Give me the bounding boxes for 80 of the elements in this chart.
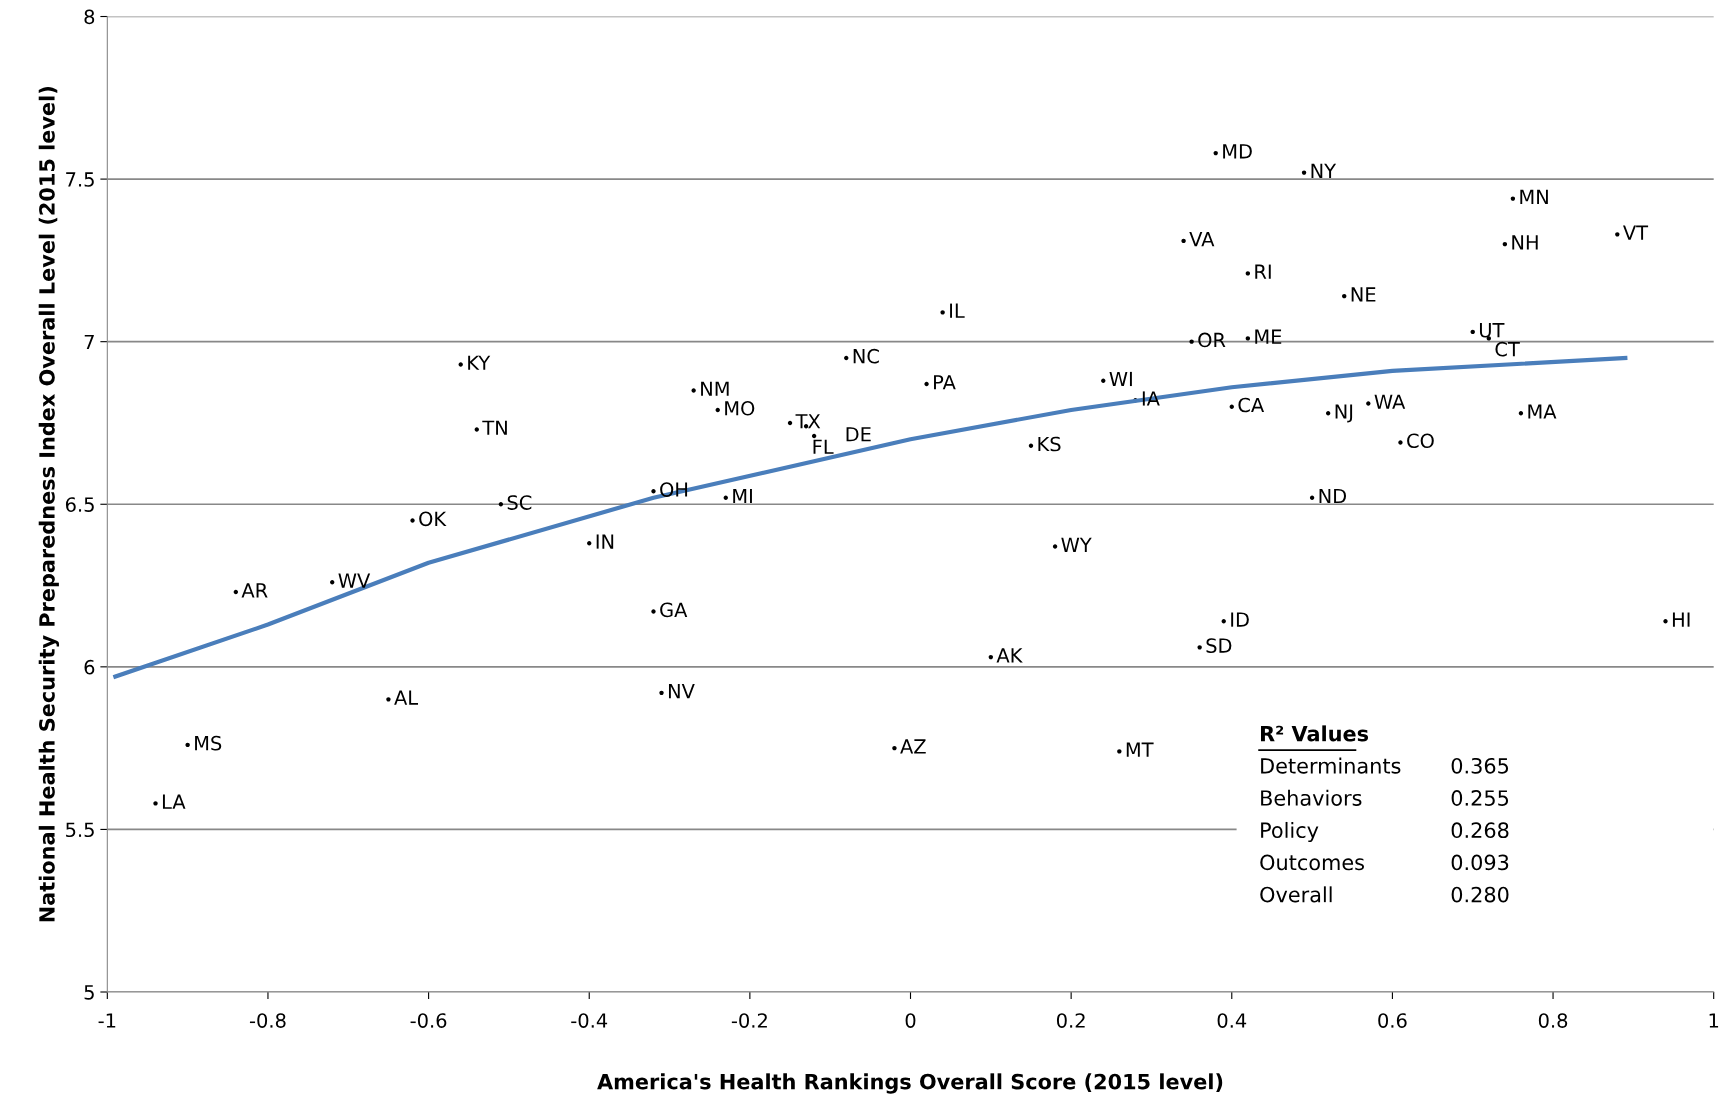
data-label: UT <box>1479 323 1505 338</box>
x-tick-label: -0.6 <box>410 1013 447 1028</box>
data-label: OK <box>419 511 447 527</box>
annotation: 0.093 <box>1451 854 1509 871</box>
y-tick-label: 5 <box>84 985 94 1000</box>
data-label: WY <box>1061 537 1092 552</box>
data-label: AR <box>241 583 268 598</box>
data-label: NH <box>1512 235 1538 250</box>
data-label: GA <box>660 602 688 618</box>
data-label: MA <box>1528 404 1557 419</box>
data-label: CA <box>1238 397 1265 413</box>
data-label: RI <box>1255 264 1271 279</box>
data-label: ME <box>1255 329 1282 344</box>
data-label: NJ <box>1335 404 1353 423</box>
data-label: AK <box>996 648 1023 663</box>
data-label: TX <box>795 414 821 429</box>
data-label: IL <box>950 303 965 318</box>
data-label: NY <box>1311 163 1337 178</box>
annotation: Determinants <box>1261 757 1401 774</box>
data-label: AZ <box>900 739 926 754</box>
x-tick-label: 0 <box>905 1013 916 1028</box>
data-label: DE <box>846 427 871 442</box>
data-label: MO <box>725 400 755 416</box>
data-label: TN <box>482 420 507 435</box>
x-tick-label: 0.4 <box>1217 1013 1247 1028</box>
annotation: 0.280 <box>1451 886 1509 903</box>
data-label: HI <box>1672 612 1690 627</box>
data-label: WI <box>1109 371 1132 387</box>
annotation: 0.255 <box>1451 790 1509 806</box>
annotation: Overall <box>1260 886 1332 903</box>
data-label: MT <box>1126 742 1154 757</box>
x-tick-label: -0.4 <box>571 1013 608 1028</box>
x-tick-label: -0.2 <box>731 1013 767 1028</box>
data-label: LA <box>162 794 186 809</box>
data-label: VA <box>1189 232 1215 247</box>
annotation: 0.365 <box>1451 757 1509 774</box>
x-tick-label: -1 <box>98 1013 116 1028</box>
data-label: KS <box>1038 436 1061 452</box>
data-label: WV <box>338 573 371 588</box>
annotation: R² Values <box>1261 725 1369 742</box>
data-label: CT <box>1495 341 1520 357</box>
data-label: SD <box>1206 638 1232 653</box>
data-label: CO <box>1407 433 1434 449</box>
data-label: OR <box>1198 332 1226 348</box>
data-label: WA <box>1374 394 1406 409</box>
y-tick-label: 6.5 <box>65 497 94 512</box>
data-label: MD <box>1223 144 1252 159</box>
y-tick-label: 7.5 <box>66 172 94 187</box>
data-label: NC <box>853 348 879 364</box>
data-label: PA <box>934 375 956 390</box>
data-label: IA <box>1142 391 1160 406</box>
data-label: ND <box>1319 488 1347 504</box>
x-axis-title: America's Health Rankings Overall Score (2015 level) <box>597 1073 1223 1094</box>
data-label: MI <box>733 488 752 504</box>
x-tick-label: -0.8 <box>249 1013 286 1028</box>
data-label: NV <box>668 684 695 699</box>
y-tick-label: 5.5 <box>66 822 94 838</box>
y-tick-label: 6 <box>84 659 95 675</box>
data-label: MS <box>195 735 222 751</box>
data-label: KY <box>468 355 491 370</box>
data-label: IN <box>596 534 614 549</box>
y-axis-title: National Health Security Preparedness Index Overall Level (2015 level) <box>38 87 60 922</box>
data-label: MN <box>1520 189 1548 204</box>
x-tick-label: 0.6 <box>1378 1013 1407 1028</box>
annotation: Behaviors <box>1261 789 1362 806</box>
x-tick-label: 0.8 <box>1538 1013 1568 1028</box>
data-label: NM <box>701 381 729 396</box>
annotation: 0.268 <box>1451 822 1509 839</box>
data-label: ID <box>1231 612 1249 627</box>
data-label: VT <box>1623 225 1649 240</box>
data-label: SC <box>507 495 532 510</box>
data-label: NE <box>1351 287 1376 302</box>
y-tick-label: 8 <box>84 9 95 25</box>
annotation: Outcomes <box>1260 854 1365 871</box>
annotation: Policy <box>1261 821 1319 843</box>
data-label: AL <box>394 690 419 705</box>
data-label: FL <box>813 439 834 454</box>
x-tick-label: 1 <box>1709 1013 1719 1028</box>
x-tick-label: 0.2 <box>1056 1013 1085 1028</box>
y-tick-label: 7 <box>84 334 94 350</box>
